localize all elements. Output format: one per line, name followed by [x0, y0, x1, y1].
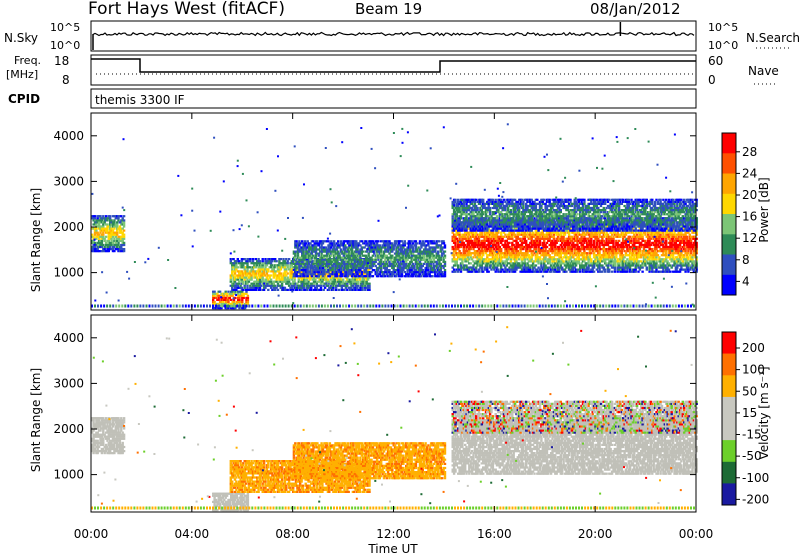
- y-tick-label: 4000: [53, 129, 84, 143]
- cpid-frame: [90, 88, 697, 109]
- freq-trace: [91, 58, 696, 73]
- colorbar-tick-label: 4: [742, 274, 750, 288]
- colorbar-tick-label: 16: [742, 210, 757, 224]
- freq-panel-frame: [90, 54, 697, 86]
- y-tick-label: 2000: [53, 422, 84, 436]
- freq-panel: Freq. [MHz] 18 8 60 0 Nave: [6, 54, 779, 87]
- colorbar-tick-label: -100: [742, 471, 769, 485]
- noise-right-tick-bottom: 10^0: [708, 39, 738, 52]
- noise-left-label: N.Sky: [4, 31, 38, 45]
- noise-panel: N.Sky 10^5 10^0 10^5 10^0 N.Search: [4, 20, 800, 52]
- y-tick-label: 4000: [53, 331, 84, 345]
- cpid-mode: themis 3300 IF: [95, 93, 185, 107]
- colorbar-tick-label: 8: [742, 253, 750, 267]
- date-title: 08/Jan/2012: [590, 0, 681, 18]
- y-tick-label: 1000: [53, 468, 84, 482]
- cpid-label: CPID: [8, 92, 40, 106]
- x-tick-label: 12:00: [376, 527, 411, 541]
- velocity-heatmap: [91, 326, 698, 512]
- time-axis: 00:00 04:00 08:00 12:00 16:00 20:00 00:00: [74, 113, 714, 541]
- noise-left-tick-bottom: 10^0: [50, 39, 80, 52]
- colorbar-tick-label: -200: [742, 492, 769, 506]
- velocity-y-label: Slant Range [km]: [29, 368, 43, 472]
- freq-left-tick-top: 18: [54, 54, 69, 68]
- freq-label-line2: [MHz]: [6, 68, 38, 81]
- colorbar-tick-label: 100: [742, 363, 765, 377]
- power-colorbar-label: Power [dB]: [757, 177, 771, 242]
- station-title: Fort Hays West (fitACF): [88, 0, 285, 19]
- x-tick-label: 20:00: [578, 527, 613, 541]
- velocity-colorbar: 200 100 50 15 -15 -50 -100 -200: [721, 331, 769, 506]
- x-tick-label: 04:00: [175, 527, 210, 541]
- noise-right-label: N.Search: [746, 31, 800, 45]
- x-tick-label: 16:00: [477, 527, 512, 541]
- noise-panel-frame: [90, 20, 697, 52]
- colorbar-tick-label: 15: [742, 406, 757, 420]
- beam-title: Beam 19: [355, 0, 422, 18]
- x-tick-label: 00:00: [74, 527, 109, 541]
- x-tick-label: 00:00: [679, 527, 714, 541]
- colorbar-tick-label: 20: [742, 188, 757, 202]
- y-tick-label: 3000: [53, 376, 84, 390]
- power-y-label: Slant Range [km]: [29, 188, 43, 292]
- x-tick-label: 08:00: [275, 527, 310, 541]
- colorbar-tick-label: -15: [742, 428, 762, 442]
- colorbar-tick-label: -50: [742, 449, 762, 463]
- y-tick-label: 2000: [53, 220, 84, 234]
- colorbar-tick-label: 50: [742, 384, 757, 398]
- colorbar-tick-label: 12: [742, 231, 757, 245]
- velocity-panel: 4000 3000 2000 1000 Slant Range [km] 200 100…: [29, 314, 771, 513]
- freq-right-tick-bottom: 0: [708, 73, 716, 87]
- y-tick-label: 3000: [53, 174, 84, 188]
- x-axis-label: Time UT: [367, 542, 418, 554]
- colorbar-tick-label: 200: [742, 341, 765, 355]
- y-tick-label: 1000: [53, 266, 84, 280]
- nave-label: Nave: [748, 64, 779, 78]
- velocity-colorbar-label: Velocity [m s⁻¹]: [757, 366, 771, 459]
- power-colorbar: 28 24 20 16 12 8 4: [721, 132, 757, 296]
- colorbar-tick-label: 28: [742, 145, 757, 159]
- power-heatmap: [91, 123, 698, 310]
- freq-right-tick-top: 60: [708, 54, 723, 68]
- freq-left-tick-bottom: 8: [62, 73, 70, 87]
- colorbar-tick-label: 24: [742, 166, 757, 180]
- freq-label-line1: Freq.: [14, 54, 41, 67]
- noise-left-tick-top: 10^5: [50, 21, 80, 34]
- noise-sky-trace: [92, 22, 695, 50]
- velocity-y-axis: 4000 3000 2000 1000: [53, 331, 696, 482]
- power-panel: 4000 3000 2000 1000 Slant Range [km] 28 24 20…: [29, 112, 771, 311]
- power-y-axis: 4000 3000 2000 1000: [53, 129, 696, 280]
- noise-right-tick-top: 10^5: [708, 21, 738, 34]
